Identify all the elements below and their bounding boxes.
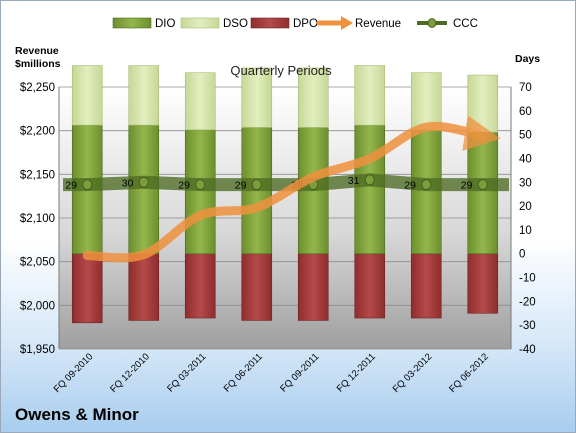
bar-dpo [241,253,273,321]
right-tick-label: 20 [519,201,532,213]
right-tick-label: -30 [519,320,536,332]
ccc-marker [251,179,262,191]
bar-dso [128,65,160,126]
left-tick-label: $2,100 [20,213,55,225]
ccc-line [63,173,509,192]
legend-arrow-icon [341,16,353,30]
bar-dso [241,67,273,128]
ccc-marker [477,179,488,191]
bar-dpo [128,253,160,321]
right-tick-label: 70 [519,82,532,94]
ccc-data-label: 29 [235,180,247,192]
ccc-marker [364,174,375,186]
bar-dpo [184,253,216,319]
bar-dso [297,67,329,128]
legend-swatch-dpo [250,17,290,29]
left-tick-label: $2,250 [20,82,55,94]
legend-label-dio: DIO [155,18,176,30]
ccc-data-label: 29 [461,180,473,192]
bar-dpo [71,253,103,324]
left-tick-label: $2,050 [20,257,55,269]
lines-group: 29 30 29 29 29 31 29 29 [63,115,509,263]
left-tick-label: $2,150 [20,169,55,181]
legend-swatch-dio [112,17,152,29]
bar-dso [184,72,216,131]
ccc-data-label: 29 [65,180,77,192]
legend-swatch-dso [180,17,220,29]
x-tick-label: FQ 06-2011 [222,351,265,394]
ccc-marker [421,179,432,191]
x-tick-label: FQ 12-2010 [108,351,152,395]
bar-dpo [354,253,386,319]
right-tick-label: 60 [519,106,532,118]
ccc-data-label: 31 [348,175,360,187]
ccc-data-label: 29 [404,180,416,192]
right-tick-label: 10 [519,225,532,237]
right-tick-label: 30 [519,177,532,189]
company-name: Owens & Minor [15,405,139,424]
legend-ccc-marker [427,18,437,28]
legend: DIO DSO DPO Revenue CCC [112,16,478,30]
x-tick-label: FQ 03-2012 [391,351,435,395]
ccc-marker [138,176,149,188]
right-tick-label: 0 [519,249,525,261]
bars-group [71,65,499,324]
bar-dio [467,131,499,255]
x-tick-label: FQ 09-2010 [52,351,96,395]
right-tick-label: -20 [519,296,536,308]
bar-dio [128,124,160,255]
revenue-line [82,115,501,263]
x-tick-label: FQ 12-2011 [335,351,378,394]
ccc-marker [195,179,206,191]
legend-label-dpo: DPO [293,18,318,30]
right-tick-label: 50 [519,130,532,142]
x-tick-label: FQ 03-2011 [165,351,208,394]
legend-label-revenue: Revenue [355,18,401,30]
left-axis-title-line1: Revenue [15,45,59,57]
right-tick-label: -10 [519,273,536,285]
left-tick-label: $1,950 [20,344,55,356]
bar-dso [410,72,442,131]
right-axis-title: Days [515,53,541,65]
ccc-data-label: 30 [122,177,134,189]
bar-dso [354,65,386,126]
bar-dso [467,74,499,133]
bar-dio [184,129,216,255]
bar-dpo [467,253,499,314]
bar-dio [354,124,386,255]
x-tick-label: FQ 09-2011 [278,351,321,394]
x-tick-label: FQ 06-2012 [447,351,491,395]
legend-label-dso: DSO [223,18,248,30]
legend-label-ccc: CCC [453,18,478,30]
ccc-marker [82,179,93,191]
chart-title: Quarterly Periods [230,63,332,78]
right-tick-label: -40 [519,344,536,356]
bar-dpo [297,253,329,321]
left-tick-label: $2,200 [20,126,55,138]
bar-dio [410,129,442,255]
ccc-data-label: 29 [178,180,190,192]
bar-dpo [410,253,442,319]
left-tick-label: $2,000 [20,300,55,312]
bar-dso [71,65,103,126]
left-axis-title: Revenue $millions [15,45,61,71]
right-tick-label: 40 [519,153,532,165]
left-axis-title-line2: $millions [15,58,61,70]
